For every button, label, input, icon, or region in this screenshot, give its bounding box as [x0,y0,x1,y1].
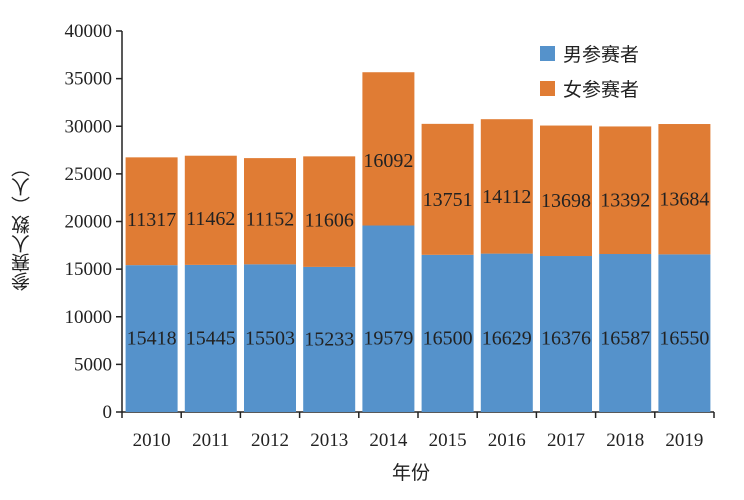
bar-male-2018 [599,254,652,412]
data-label-male-2019: 16550 [659,328,709,350]
x-tick-label: 2019 [665,430,703,451]
bar-female-2018 [599,126,652,255]
legend-label-female: 女参赛者 [563,79,640,101]
data-label-female-2013: 11606 [305,209,354,231]
y-tick-label: 30000 [65,116,113,137]
legend: 男参赛者 女参赛者 [540,36,639,106]
y-tick-label: 25000 [65,164,113,185]
data-label-male-2010: 15418 [127,328,177,350]
data-label-female-2014: 16092 [363,150,413,172]
y-tick-label: 20000 [65,212,113,233]
bar-female-2016 [480,119,533,254]
y-axis-label: 参赛人数（人） [11,158,33,292]
x-tick-label: 2013 [310,430,348,451]
bar-female-2012 [244,158,296,265]
bar-female-2013 [303,156,356,267]
bar-male-2016 [480,253,533,412]
bar-female-2010 [125,157,178,266]
data-label-female-2018: 13392 [600,189,650,211]
data-label-male-2012: 15503 [245,328,295,350]
data-label-male-2014: 19579 [363,328,413,350]
bar-male-2014 [362,225,415,412]
data-label-female-2012: 11152 [246,209,295,231]
bar-male-2013 [303,266,356,412]
x-tick-label: 2015 [429,430,467,451]
x-tick-label: 2016 [488,430,526,451]
bar-male-2012 [244,264,296,412]
x-axis-label: 年份 [392,462,431,484]
data-label-male-2013: 15233 [304,328,354,350]
data-label-male-2016: 16629 [482,328,532,350]
y-tick-label: 40000 [65,21,113,42]
x-tick-label: 2018 [606,430,644,451]
legend-swatch-male [540,46,555,61]
y-tick-label: 0 [103,402,113,423]
data-label-female-2011: 11462 [186,208,235,230]
legend-item-female: 女参赛者 [540,71,639,106]
data-label-female-2015: 13751 [423,189,473,211]
data-label-male-2011: 15445 [186,328,236,350]
y-tick-label: 5000 [74,354,112,375]
bar-male-2011 [184,264,237,412]
bar-male-2017 [540,256,592,412]
x-tick-label: 2011 [192,430,229,451]
bar-female-2011 [184,155,237,265]
y-tick-label: 35000 [65,69,113,90]
data-label-male-2017: 16376 [541,328,591,350]
x-tick-label: 2017 [547,430,585,451]
y-tick-label: 15000 [65,259,113,280]
bar-female-2015 [421,123,474,255]
data-label-male-2015: 16500 [423,328,473,350]
x-tick-label: 2014 [369,430,408,451]
x-tick-label: 2012 [251,430,289,451]
data-label-female-2017: 13698 [541,190,591,212]
bar-female-2019 [658,124,711,255]
bar-female-2014 [362,72,415,226]
data-label-male-2018: 16587 [600,328,650,350]
data-label-female-2016: 14112 [482,186,531,208]
data-label-female-2010: 11317 [127,209,176,231]
data-label-female-2019: 13684 [659,189,709,211]
legend-swatch-female [540,81,555,96]
bar-male-2019 [658,254,711,412]
legend-item-male: 男参赛者 [540,36,639,71]
legend-label-male: 男参赛者 [563,44,640,66]
x-tick-label: 2010 [133,430,171,451]
bar-male-2010 [125,265,178,412]
bar-male-2015 [421,254,474,412]
bar-female-2017 [540,125,592,257]
y-tick-label: 10000 [65,307,113,328]
